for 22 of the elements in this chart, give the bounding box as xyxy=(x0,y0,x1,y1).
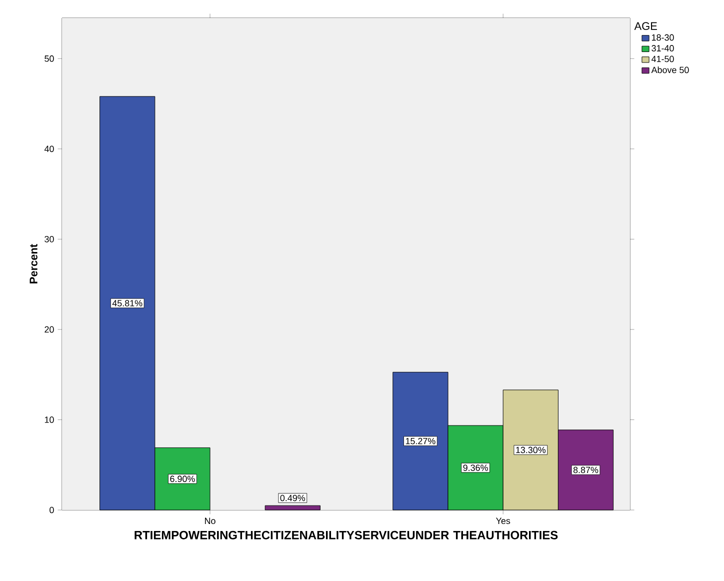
legend-label: 31-40 xyxy=(652,45,674,52)
y-axis-title: Percent xyxy=(30,244,38,284)
data-label: 45.81% xyxy=(112,300,142,306)
y-tick-label: 0 xyxy=(50,506,54,514)
y-tick-label: 30 xyxy=(44,236,54,242)
legend-label: 41-50 xyxy=(651,56,674,62)
x-axis-title: RTIEMPOWERINGTHECITIZENABILITYSERVICEUNDER THEAUTHORITIES xyxy=(134,530,558,540)
x-tick-label: No xyxy=(205,518,216,524)
legend-label: 18-30 xyxy=(652,34,674,41)
legend-title: AGE xyxy=(634,22,657,30)
y-tick-label: 40 xyxy=(44,146,54,152)
y-tick-label: 20 xyxy=(44,326,54,333)
data-label: 8.87% xyxy=(573,466,598,474)
data-label: 6.90% xyxy=(170,476,195,482)
y-tick-label: 50 xyxy=(44,55,54,62)
data-label: 15.27% xyxy=(406,438,436,444)
y-tick-label: 10 xyxy=(44,416,54,423)
data-label: 0.49% xyxy=(280,494,306,502)
data-label: 9.36% xyxy=(463,464,488,471)
data-label: 13.30% xyxy=(516,446,546,454)
x-tick-label: Yes xyxy=(496,518,510,524)
legend-label: Above 50 xyxy=(651,66,689,74)
